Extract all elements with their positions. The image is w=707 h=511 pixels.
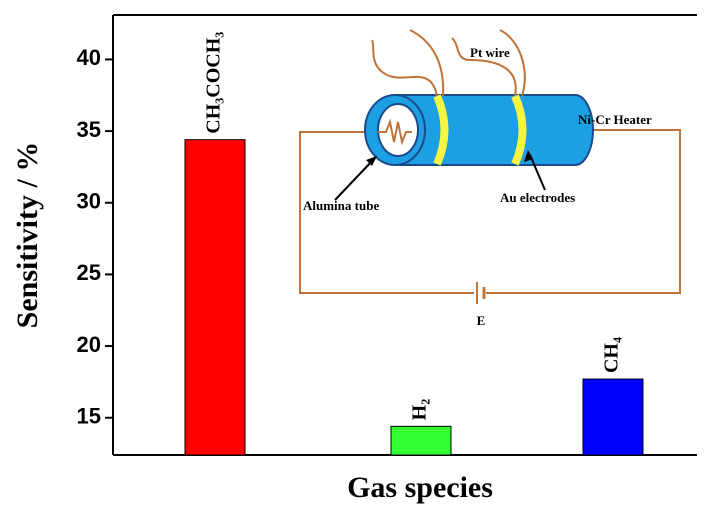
pt-wire (410, 30, 443, 96)
y-tick-label: 30 (77, 189, 101, 214)
y-tick-label: 25 (77, 260, 101, 285)
bar (583, 379, 643, 455)
inset-diagram: Pt wire Ni-Cr Heater Alumina tube Au ele… (300, 30, 680, 328)
arrow (335, 160, 373, 200)
y-tick-label: 20 (77, 332, 101, 357)
tube-hole (378, 104, 418, 156)
bar-label: CH₄ (601, 337, 623, 373)
inset-label: Au electrodes (500, 190, 575, 205)
inset-label: Ni-Cr Heater (578, 112, 652, 127)
bar (185, 140, 245, 455)
y-tick-label: 35 (77, 117, 101, 142)
y-tick-label: 40 (77, 45, 101, 70)
chart: Gas species Sensitivity / % Pt wire Ni-C… (0, 0, 707, 511)
y-axis-title: Sensitivity / % (11, 142, 44, 329)
y-tick-label: 15 (77, 404, 101, 429)
inset-label: Alumina tube (303, 198, 379, 213)
bar-label: CH₃COCH₃ (203, 32, 225, 134)
bar-label: H₂ (409, 399, 431, 421)
bar (391, 426, 451, 455)
inset-label: E (477, 313, 486, 328)
inset-label: Pt wire (470, 45, 510, 60)
pt-wire (372, 40, 437, 96)
x-axis-title: Gas species (347, 471, 493, 504)
pt-wire (500, 30, 525, 96)
